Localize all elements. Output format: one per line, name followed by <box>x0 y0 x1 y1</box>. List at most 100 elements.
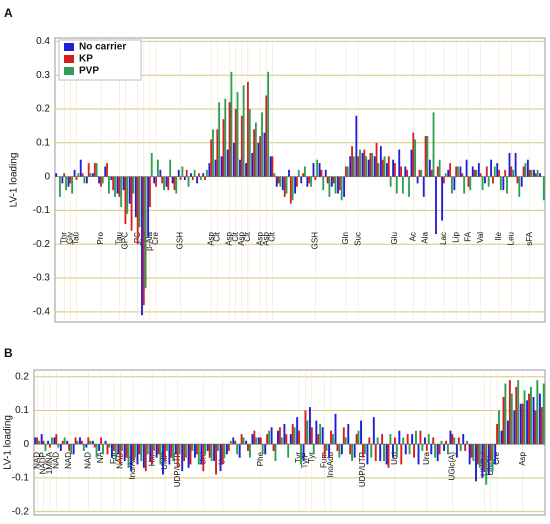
bar <box>484 176 486 184</box>
y-tick-label: 0.4 <box>36 36 50 47</box>
x-category-label: Asp <box>225 231 234 245</box>
bar <box>332 176 335 184</box>
bar <box>110 444 113 458</box>
y-tick-label: -0.2 <box>33 239 51 250</box>
bar <box>361 444 364 458</box>
bar <box>475 444 477 482</box>
bar <box>489 444 492 462</box>
bar <box>142 176 145 306</box>
bar <box>191 444 194 451</box>
bar <box>449 163 451 177</box>
bar <box>266 434 269 445</box>
y-tick-label: -0.3 <box>33 273 51 284</box>
bar <box>66 440 69 445</box>
bar <box>510 393 513 445</box>
bar <box>221 444 224 465</box>
bar <box>85 444 88 448</box>
bar <box>187 444 190 468</box>
bar <box>308 176 311 184</box>
bar <box>214 159 217 177</box>
bar <box>194 444 196 458</box>
bar <box>334 176 337 194</box>
bar <box>274 444 277 462</box>
bar <box>513 410 516 445</box>
bar <box>381 434 384 445</box>
bar <box>510 166 513 177</box>
bar <box>357 156 360 177</box>
bar <box>330 176 333 187</box>
bar <box>130 176 133 231</box>
bar <box>487 176 490 187</box>
bar <box>112 176 115 191</box>
bar <box>346 166 349 177</box>
bar <box>404 166 407 177</box>
bar <box>163 176 165 191</box>
x-category-label: Cit <box>243 231 252 242</box>
bar <box>144 176 147 289</box>
bar <box>119 444 122 465</box>
bar <box>118 176 121 197</box>
bar <box>150 152 153 177</box>
bar <box>175 176 178 194</box>
bar <box>394 163 396 177</box>
bar <box>242 437 245 445</box>
bar <box>141 176 143 316</box>
bar <box>430 169 433 177</box>
bar <box>523 390 526 445</box>
x-category-label: UNGlc <box>486 452 495 476</box>
bar <box>92 173 94 177</box>
x-category-label: Thr <box>59 232 68 244</box>
x-category-label: Ura <box>422 451 431 464</box>
x-category-label: Urd <box>390 452 399 465</box>
bar <box>257 437 260 445</box>
x-category-label: UDP/UTP <box>173 452 182 487</box>
bar <box>165 176 168 187</box>
bar <box>385 444 388 465</box>
bar <box>169 159 172 177</box>
bar <box>294 176 297 194</box>
bar <box>187 176 190 187</box>
plot-frame <box>54 37 546 323</box>
bar <box>383 444 385 462</box>
bar <box>275 176 278 187</box>
bar <box>528 393 530 445</box>
bar <box>304 410 307 445</box>
bar <box>136 444 139 465</box>
bar <box>213 444 216 462</box>
y-tick-label: 0 <box>44 171 50 182</box>
bar <box>340 176 343 201</box>
bar <box>81 173 84 177</box>
bar <box>485 444 488 485</box>
bar <box>502 396 505 445</box>
bar <box>59 444 62 451</box>
bar <box>104 440 107 445</box>
bar <box>206 444 209 451</box>
bar <box>247 444 249 451</box>
bar <box>136 176 139 245</box>
bar <box>181 166 184 177</box>
bar <box>310 176 312 187</box>
bar <box>300 444 302 465</box>
bar <box>287 444 290 458</box>
bar <box>120 176 123 208</box>
bar <box>340 444 343 455</box>
bar <box>322 176 325 191</box>
bar <box>156 159 159 177</box>
bar <box>195 444 198 455</box>
bar <box>508 152 511 177</box>
bar <box>441 176 444 221</box>
bar <box>58 176 61 197</box>
bar <box>536 169 539 177</box>
x-category-label: Suc <box>353 232 362 246</box>
bar <box>398 149 401 177</box>
bar <box>514 152 517 177</box>
bar <box>466 440 469 445</box>
bar <box>351 146 353 177</box>
bar <box>360 420 362 445</box>
bar <box>87 163 90 177</box>
bar <box>71 176 74 194</box>
bar <box>87 437 90 445</box>
y-tick-label: -0.2 <box>12 506 30 517</box>
bar <box>170 444 173 458</box>
